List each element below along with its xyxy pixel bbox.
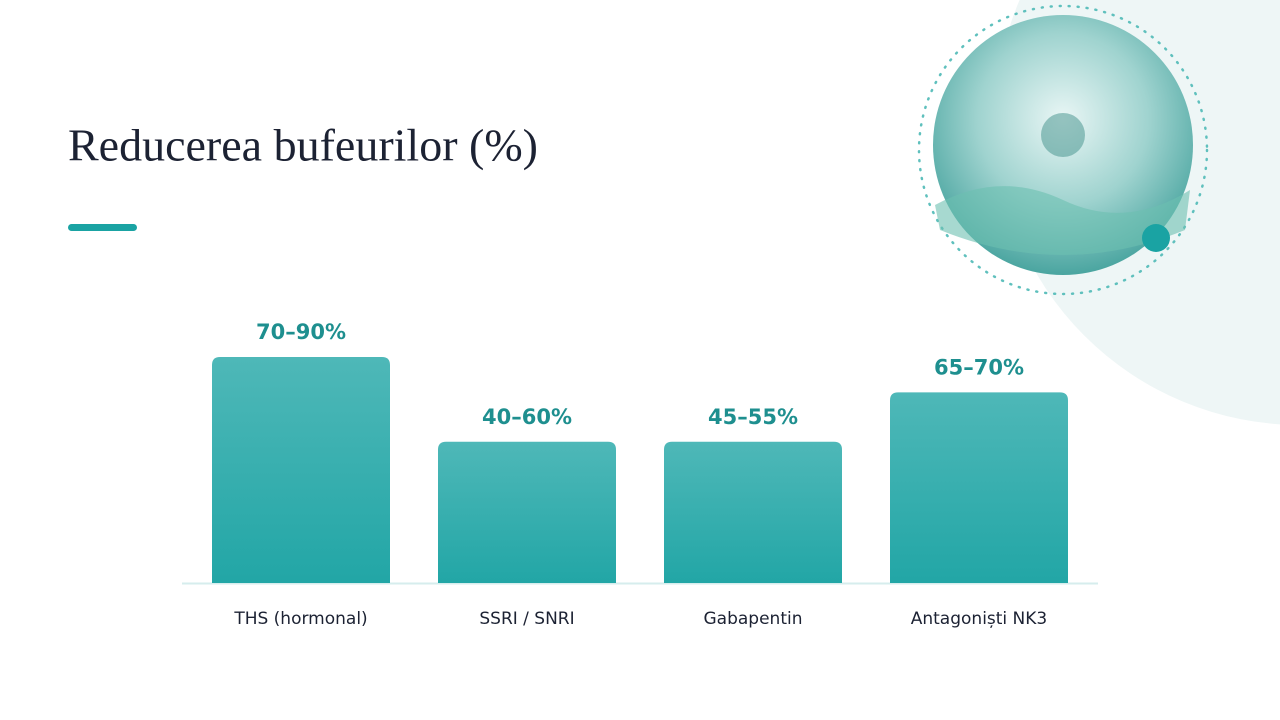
illustration-figure	[1041, 113, 1085, 157]
bar	[438, 441, 616, 583]
title-accent	[68, 224, 137, 231]
value-label: 70–90%	[256, 320, 346, 344]
value-label: 45–55%	[708, 405, 798, 429]
x-tick-label: Antagoniști NK3	[911, 609, 1048, 629]
value-label: 65–70%	[934, 355, 1024, 379]
bar	[890, 392, 1068, 583]
bar	[664, 441, 842, 583]
x-tick-label: THS (hormonal)	[233, 609, 367, 629]
x-tick-label: SSRI / SNRI	[479, 609, 574, 629]
decor-dot	[1142, 224, 1170, 252]
chart-title: Reducerea bufeurilor (%)	[68, 120, 538, 171]
bar	[212, 357, 390, 583]
value-label: 40–60%	[482, 405, 572, 429]
x-tick-label: Gabapentin	[704, 609, 803, 629]
decor-dotted-ring	[917, 4, 1209, 296]
illustration-landscape	[935, 186, 1190, 255]
